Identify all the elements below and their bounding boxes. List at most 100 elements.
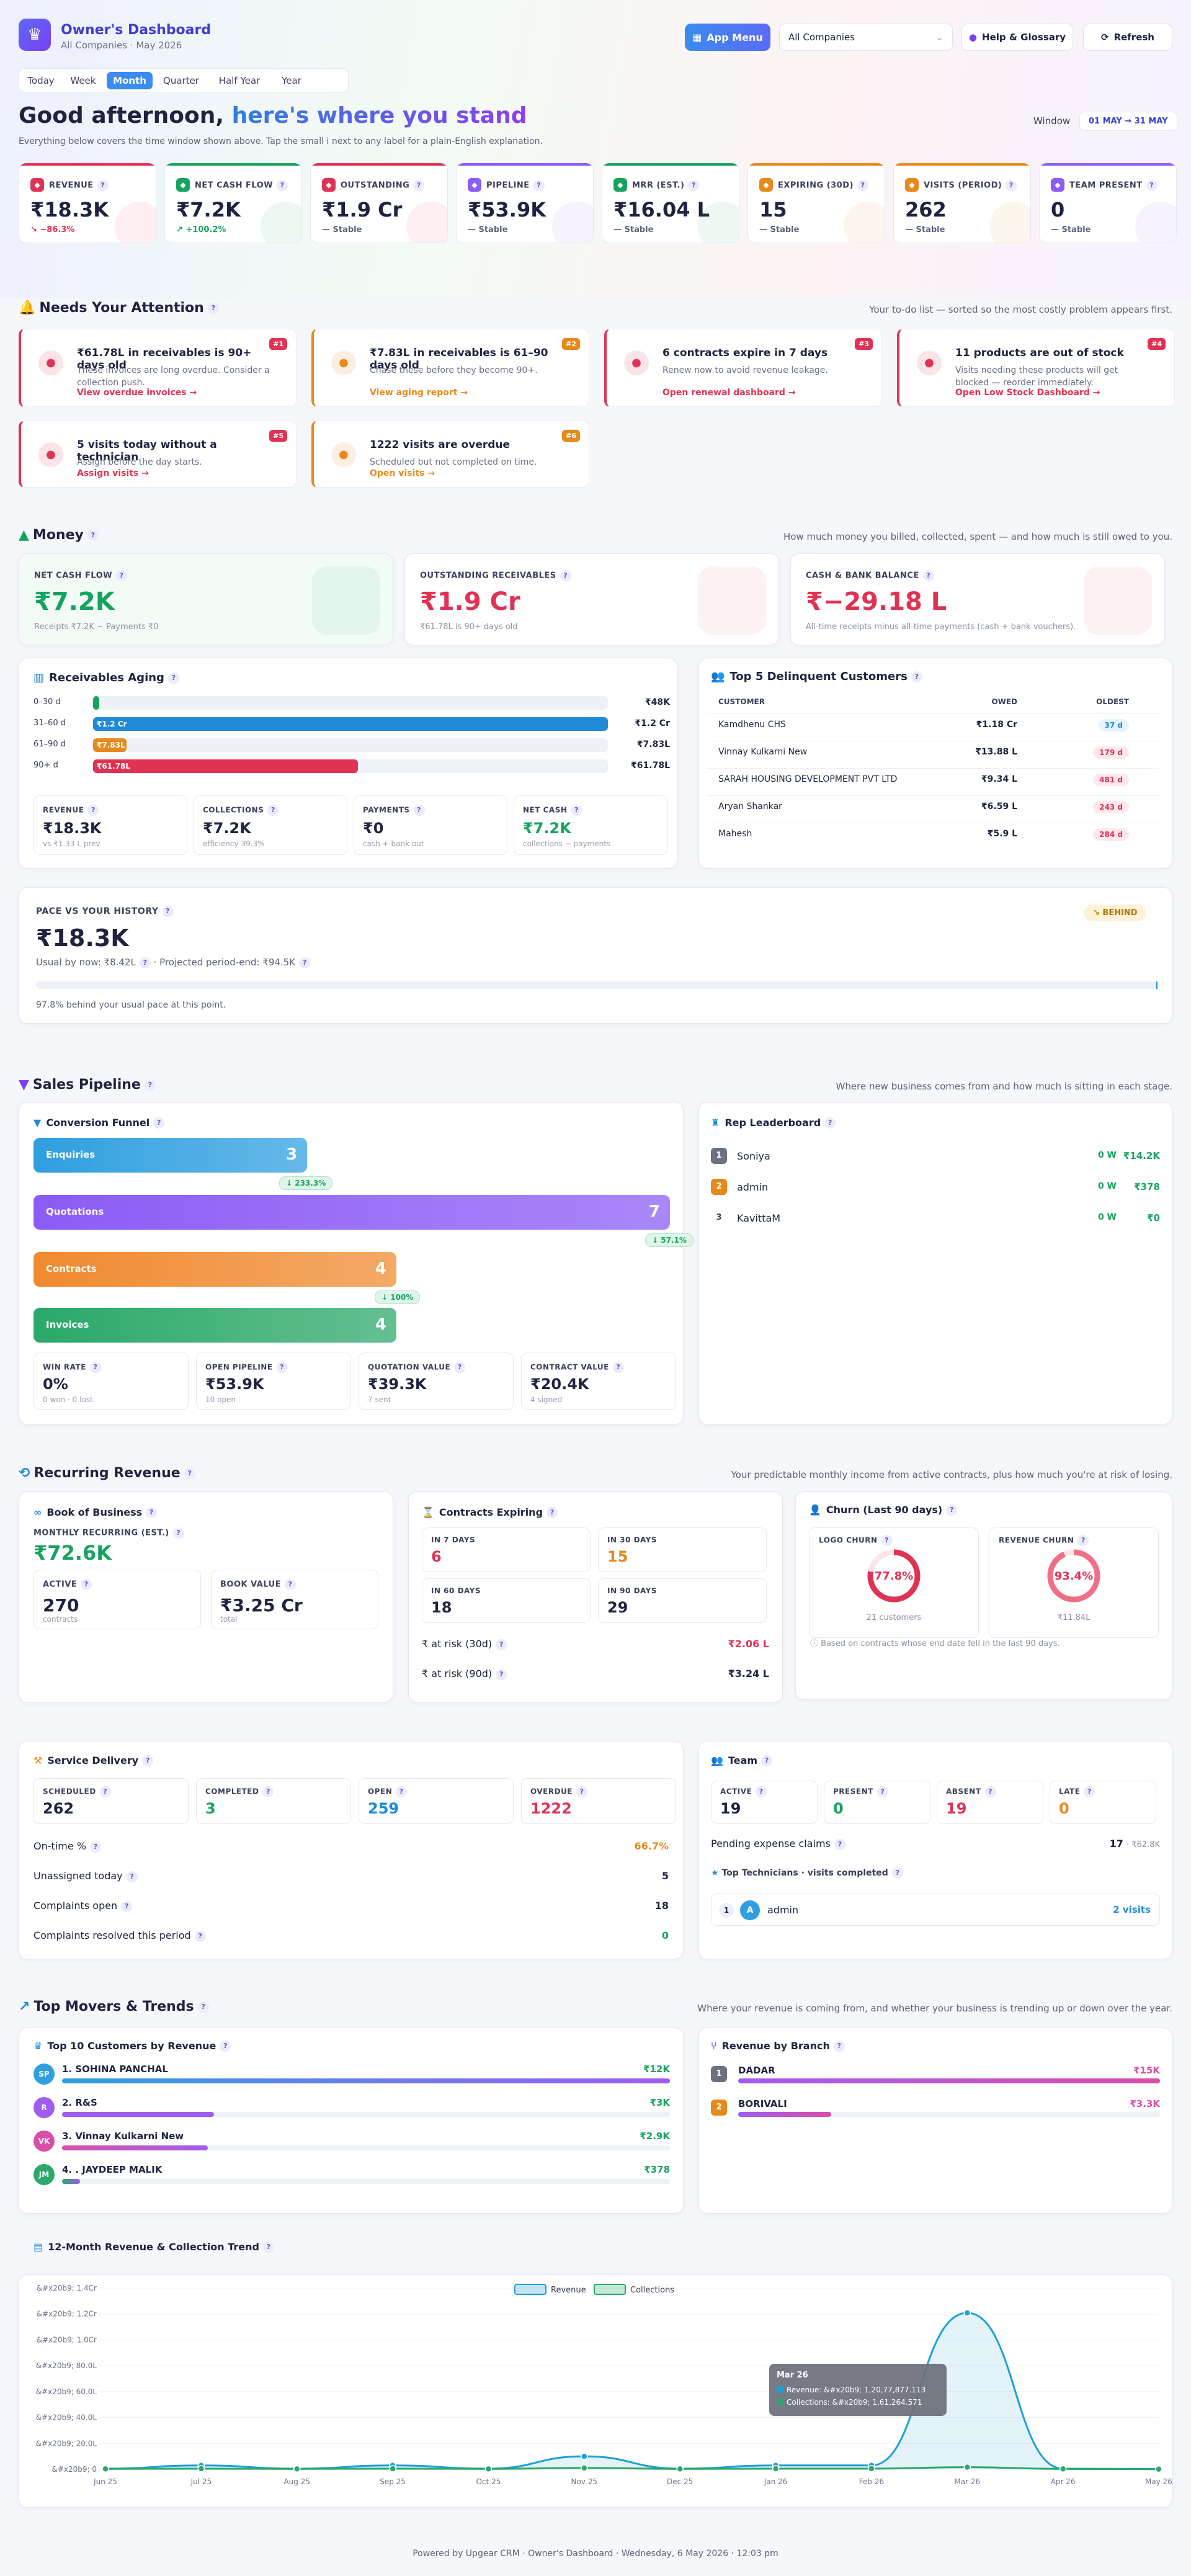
- attention-card[interactable]: ● ₹61.78L in receivables is 90+ days old T…: [19, 329, 297, 407]
- collections-point[interactable]: [293, 2465, 301, 2473]
- info-icon[interactable]: ?: [881, 1535, 893, 1546]
- attention-link[interactable]: View overdue invoices →: [77, 388, 197, 398]
- attention-link[interactable]: Open renewal dashboard →: [662, 388, 796, 398]
- info-icon[interactable]: ?: [126, 1871, 138, 1882]
- info-icon[interactable]: ?: [263, 2241, 274, 2253]
- app-menu-button[interactable]: ▦ App Menu: [685, 24, 770, 51]
- attention-card[interactable]: ● 6 contracts expire in 7 days Renew now t…: [604, 329, 882, 407]
- collections-point[interactable]: [868, 2465, 875, 2472]
- info-icon[interactable]: ?: [560, 570, 571, 581]
- info-icon[interactable]: ?: [139, 957, 151, 968]
- info-icon[interactable]: ?: [144, 1079, 156, 1091]
- info-icon[interactable]: ?: [1084, 1786, 1095, 1797]
- tab-today[interactable]: Today: [27, 75, 55, 86]
- info-icon[interactable]: ?: [922, 570, 934, 581]
- info-icon[interactable]: ?: [1077, 1535, 1089, 1546]
- customer-name[interactable]: 4. . JAYDEEP MALIK: [62, 2164, 163, 2175]
- rep-name[interactable]: Soniya: [737, 1150, 770, 1162]
- info-icon[interactable]: ?: [142, 1755, 154, 1766]
- info-icon[interactable]: ?: [99, 1786, 111, 1797]
- info-icon[interactable]: ?: [89, 1841, 101, 1853]
- info-icon[interactable]: ?: [285, 1579, 297, 1590]
- tab-year[interactable]: Year: [282, 75, 301, 86]
- revenue-point[interactable]: [581, 2453, 588, 2460]
- info-icon[interactable]: ?: [833, 2040, 845, 2052]
- info-icon[interactable]: ?: [89, 1362, 101, 1373]
- help-button[interactable]: ● Help & Glossary: [961, 24, 1073, 51]
- tab-quarter[interactable]: Quarter: [163, 75, 199, 86]
- tab-month[interactable]: Month: [107, 72, 153, 89]
- info-icon[interactable]: ?: [153, 1117, 165, 1129]
- kpi-card[interactable]: ◆ PIPELINE? ₹53.9K — Stable: [456, 163, 594, 243]
- info-icon[interactable]: ?: [857, 180, 868, 191]
- funnel-stage[interactable]: Contracts 4: [33, 1252, 396, 1287]
- info-icon[interactable]: ?: [87, 529, 99, 541]
- info-icon[interactable]: ?: [834, 1838, 845, 1850]
- funnel-stage[interactable]: Quotations 7: [33, 1195, 670, 1230]
- delinquent-name[interactable]: SARAH HOUSING DEVELOPMENT PVT LTD: [718, 774, 898, 784]
- info-icon[interactable]: ?: [146, 1506, 158, 1518]
- collections-point[interactable]: [1155, 2466, 1162, 2473]
- collections-point[interactable]: [484, 2465, 493, 2473]
- funnel-stage[interactable]: Enquiries 3: [33, 1138, 308, 1173]
- kpi-card[interactable]: ◆ EXPIRING (30D)? 15 — Stable: [747, 163, 885, 243]
- info-icon[interactable]: ?: [267, 805, 279, 816]
- info-icon[interactable]: ?: [877, 1786, 888, 1797]
- collections-point[interactable]: [772, 2465, 780, 2472]
- attention-card[interactable]: ● ₹7.83L in receivables is 61–90 days old…: [311, 329, 589, 407]
- info-icon[interactable]: ?: [396, 1786, 408, 1797]
- tab-week[interactable]: Week: [70, 75, 96, 86]
- delinquent-name[interactable]: Mahesh: [718, 829, 752, 839]
- kpi-card[interactable]: ◆ OUTSTANDING? ₹1.9 Cr — Stable: [310, 163, 448, 243]
- attention-card[interactable]: ● 1222 visits are overdue Scheduled but no…: [311, 421, 589, 488]
- info-icon[interactable]: ?: [121, 1900, 133, 1912]
- info-icon[interactable]: ?: [194, 1930, 206, 1942]
- rep-name[interactable]: KavittaM: [737, 1212, 781, 1224]
- info-icon[interactable]: ?: [984, 1786, 996, 1797]
- delinquent-name[interactable]: Vinnay Kulkarni New: [718, 747, 808, 757]
- rep-name[interactable]: admin: [737, 1181, 769, 1193]
- attention-link[interactable]: Open visits →: [370, 468, 435, 478]
- info-icon[interactable]: ?: [97, 180, 109, 191]
- info-icon[interactable]: ?: [454, 1362, 466, 1373]
- info-icon[interactable]: ?: [413, 805, 425, 816]
- collections-point[interactable]: [676, 2465, 684, 2473]
- info-icon[interactable]: ?: [87, 805, 99, 816]
- info-icon[interactable]: ?: [496, 1639, 507, 1650]
- info-icon[interactable]: ?: [612, 1362, 624, 1373]
- info-icon[interactable]: ?: [946, 1504, 958, 1516]
- info-icon[interactable]: ?: [496, 1668, 507, 1680]
- info-icon[interactable]: ?: [167, 672, 179, 684]
- customer-name[interactable]: 1. SOHINA PANCHAL: [62, 2064, 168, 2075]
- info-icon[interactable]: ?: [207, 302, 219, 314]
- info-icon[interactable]: ?: [172, 1527, 184, 1539]
- info-icon[interactable]: ?: [1146, 180, 1158, 191]
- info-icon[interactable]: ?: [891, 1867, 903, 1879]
- collections-point[interactable]: [389, 2465, 396, 2472]
- info-icon[interactable]: ?: [220, 2040, 231, 2052]
- info-icon[interactable]: ?: [116, 570, 128, 581]
- branch-name[interactable]: BORIVALI: [738, 2098, 787, 2109]
- funnel-stage[interactable]: Invoices 4: [33, 1308, 396, 1343]
- info-icon[interactable]: ?: [571, 805, 582, 816]
- info-icon[interactable]: ?: [576, 1786, 588, 1797]
- kpi-card[interactable]: ◆ REVENUE? ₹18.3K ↘ −86.3%: [19, 163, 156, 243]
- info-icon[interactable]: ?: [277, 180, 288, 191]
- kpi-card[interactable]: ◆ MRR (EST.)? ₹16.04 L — Stable: [602, 163, 739, 243]
- delinquent-name[interactable]: Kamdhenu CHS: [718, 720, 786, 730]
- info-icon[interactable]: ?: [162, 906, 174, 917]
- company-select[interactable]: All Companies ⌄: [779, 24, 953, 51]
- collections-point[interactable]: [1059, 2465, 1067, 2473]
- info-icon[interactable]: ?: [546, 1506, 558, 1518]
- refresh-button[interactable]: ⟳ Refresh: [1083, 24, 1172, 51]
- info-icon[interactable]: ?: [533, 180, 545, 191]
- info-icon[interactable]: ?: [761, 1755, 773, 1766]
- tab-half-year[interactable]: Half Year: [218, 75, 261, 86]
- info-icon[interactable]: ?: [262, 1786, 274, 1797]
- attention-link[interactable]: View aging report →: [370, 388, 468, 398]
- kpi-card[interactable]: ◆ TEAM PRESENT? 0 — Stable: [1039, 163, 1177, 243]
- attention-link[interactable]: Open Low Stock Dashboard →: [955, 388, 1100, 398]
- attention-card[interactable]: ● 11 products are out of stock Visits need…: [897, 329, 1175, 407]
- info-icon[interactable]: ?: [81, 1579, 92, 1590]
